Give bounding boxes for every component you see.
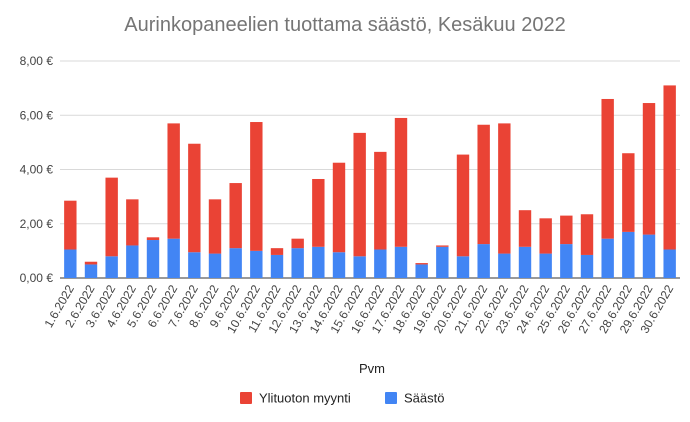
bar-saasto[interactable] (146, 240, 160, 278)
bar-saasto[interactable] (436, 246, 449, 278)
bar-ylituoton-myynti[interactable] (188, 143, 201, 253)
bar-ylituoton-myynti[interactable] (270, 248, 284, 255)
bar-ylituoton-myynti[interactable] (622, 153, 635, 232)
bar-saasto[interactable] (663, 249, 676, 278)
bar-saasto[interactable] (560, 244, 573, 278)
bar-saasto[interactable] (580, 254, 594, 278)
bar-ylituoton-myynti[interactable] (312, 178, 325, 247)
legend-label-saasto: Säästö (404, 391, 444, 406)
bar-ylituoton-myynti[interactable] (601, 98, 614, 239)
legend-item-ylituoton[interactable]: Ylituoton myynti (240, 391, 351, 406)
y-tick-label: 6,00 € (20, 108, 54, 122)
bar-ylituoton-myynti[interactable] (518, 210, 532, 247)
y-axis-ticks: 0,00 € 2,00 € 4,00 € 6,00 € 8,00 € (20, 54, 54, 285)
bar-saasto[interactable] (250, 250, 263, 279)
bar-saasto[interactable] (539, 253, 552, 278)
bar-ylituoton-myynti[interactable] (332, 162, 346, 253)
bar-saasto[interactable] (601, 238, 614, 278)
bar-ylituoton-myynti[interactable] (208, 199, 222, 254)
bar-ylituoton-myynti[interactable] (663, 85, 676, 250)
bar-ylituoton-myynti[interactable] (498, 123, 511, 254)
bar-ylituoton-myynti[interactable] (250, 122, 263, 251)
bar-ylituoton-myynti[interactable] (105, 177, 118, 257)
y-tick-label: 8,00 € (20, 54, 54, 68)
bar-ylituoton-myynti[interactable] (84, 261, 98, 265)
bar-saasto[interactable] (291, 248, 304, 278)
bar-saasto[interactable] (498, 253, 511, 278)
bar-saasto[interactable] (64, 249, 77, 278)
bar-saasto[interactable] (477, 244, 490, 278)
bar-ylituoton-myynti[interactable] (394, 117, 408, 247)
x-axis-ticks: 1.6.20222.6.20223.6.20224.6.20225.6.2022… (41, 282, 676, 336)
bar-saasto[interactable] (105, 256, 118, 278)
bar-saasto[interactable] (353, 256, 366, 278)
bar-saasto[interactable] (312, 246, 325, 278)
bar-saasto[interactable] (84, 264, 98, 278)
legend-item-saasto[interactable]: Säästö (385, 391, 444, 406)
bar-saasto[interactable] (167, 238, 180, 278)
bar-saasto[interactable] (270, 254, 284, 278)
x-axis-title: Pvm (359, 361, 385, 376)
bar-saasto[interactable] (208, 253, 222, 278)
bar-ylituoton-myynti[interactable] (560, 215, 573, 245)
bar-ylituoton-myynti[interactable] (477, 124, 490, 245)
bar-saasto[interactable] (374, 249, 387, 278)
legend: Ylituoton myynti Säästö (240, 391, 444, 406)
bar-ylituoton-myynti[interactable] (126, 199, 139, 246)
bar-saasto[interactable] (188, 252, 201, 278)
bar-ylituoton-myynti[interactable] (456, 154, 470, 257)
y-tick-label: 4,00 € (20, 163, 54, 177)
bar-saasto[interactable] (456, 256, 470, 278)
bar-saasto[interactable] (415, 264, 428, 278)
bar-ylituoton-myynti[interactable] (642, 103, 656, 235)
bar-ylituoton-myynti[interactable] (415, 263, 428, 265)
bar-ylituoton-myynti[interactable] (229, 183, 242, 249)
bar-ylituoton-myynti[interactable] (580, 214, 594, 255)
legend-swatch-saasto (385, 392, 397, 404)
bar-saasto[interactable] (229, 248, 242, 278)
bar-saasto[interactable] (642, 234, 656, 278)
y-tick-label: 2,00 € (20, 217, 54, 231)
bar-ylituoton-myynti[interactable] (436, 245, 449, 247)
bar-ylituoton-myynti[interactable] (64, 200, 77, 250)
bar-ylituoton-myynti[interactable] (167, 123, 180, 239)
chart-title: Aurinkopaneelien tuottama säästö, Kesäku… (124, 14, 565, 36)
bar-ylituoton-myynti[interactable] (146, 237, 160, 241)
bar-saasto[interactable] (332, 252, 346, 278)
bar-saasto[interactable] (622, 231, 635, 278)
bar-saasto[interactable] (518, 246, 532, 278)
bar-ylituoton-myynti[interactable] (291, 238, 304, 249)
bars-layer (64, 85, 676, 279)
bar-saasto[interactable] (394, 246, 408, 278)
y-tick-label: 0,00 € (20, 271, 54, 285)
legend-swatch-ylituoton (240, 392, 252, 404)
bar-ylituoton-myynti[interactable] (539, 218, 552, 254)
legend-label-ylituoton: Ylituoton myynti (259, 391, 351, 406)
bar-saasto[interactable] (126, 245, 139, 278)
bar-ylituoton-myynti[interactable] (353, 132, 366, 257)
bar-ylituoton-myynti[interactable] (374, 151, 387, 250)
grid-layer (60, 60, 680, 279)
